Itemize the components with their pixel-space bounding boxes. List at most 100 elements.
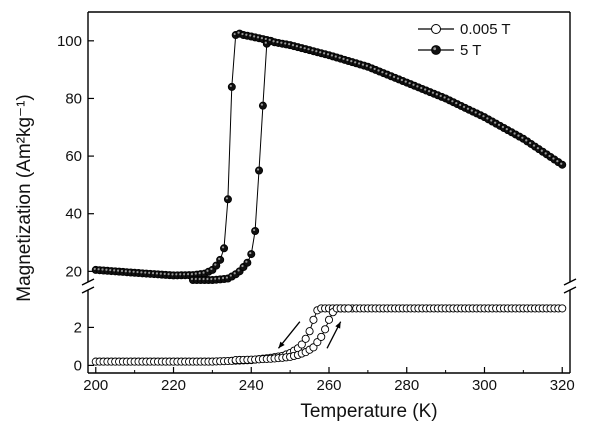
data-point-highlight	[513, 132, 516, 135]
data-point-highlight	[416, 85, 419, 88]
data-point-highlight	[284, 42, 287, 45]
data-point	[258, 101, 267, 110]
data-point-highlight	[144, 271, 147, 274]
data-point-highlight	[210, 277, 213, 281]
data-point-highlight	[256, 36, 260, 39]
data-point-highlight	[148, 271, 151, 274]
data-point-highlight	[424, 88, 427, 91]
data-point-highlight	[155, 272, 159, 275]
legend-marker	[431, 45, 441, 55]
data-point-highlight	[505, 128, 508, 131]
data-point-highlight	[214, 263, 217, 266]
data-point-highlight	[474, 111, 477, 114]
data-point	[227, 82, 236, 91]
data-point-highlight	[361, 63, 365, 66]
x-tick-label: 260	[316, 377, 341, 394]
data-point-highlight	[303, 47, 306, 50]
data-point-highlight	[237, 31, 240, 34]
data-point-highlight	[241, 264, 244, 268]
data-point-highlight	[447, 98, 450, 101]
legend-item: 5 T	[418, 42, 481, 59]
data-point-highlight	[532, 144, 536, 147]
data-point-highlight	[237, 269, 240, 272]
data-point-highlight	[198, 272, 201, 275]
data-point-highlight	[470, 109, 473, 112]
x-tick-label: 200	[83, 377, 108, 394]
data-point-highlight	[272, 40, 275, 43]
data-point-highlight	[365, 64, 368, 67]
data-point	[558, 160, 567, 169]
data-point-highlight	[400, 78, 403, 82]
legend-label: 0.005 T	[460, 21, 511, 38]
data-point-highlight	[408, 82, 411, 85]
x-axis: 200 220 240 260 280 300 320	[83, 367, 575, 394]
data-point-highlight	[330, 54, 333, 57]
data-point-highlight	[509, 130, 512, 133]
y-axis-title: Magnetization (Am²kg⁻¹)	[14, 94, 35, 301]
y-tick-label: 40	[65, 206, 82, 223]
data-point-highlight	[521, 136, 524, 139]
data-point-highlight	[544, 152, 547, 155]
data-point-highlight	[350, 60, 353, 63]
series-line	[95, 33, 271, 276]
data-point-highlight	[427, 90, 431, 93]
data-point-highlight	[233, 32, 236, 36]
x-tick-label: 320	[550, 377, 575, 394]
axis-break-mark	[563, 286, 577, 294]
data-point	[317, 332, 326, 341]
data-point-highlight	[323, 52, 326, 55]
data-point-highlight	[420, 86, 423, 90]
data-point-highlight	[171, 273, 174, 276]
plot-frame	[81, 11, 577, 374]
arrow-head	[278, 341, 285, 349]
data-point-highlight	[501, 125, 505, 129]
data-point-highlight	[354, 61, 357, 64]
data-point-highlight	[179, 273, 182, 276]
data-point-highlight	[253, 35, 256, 38]
data-point-highlight	[233, 272, 236, 275]
data-point-highlight	[466, 107, 470, 110]
data-point-highlight	[346, 58, 349, 62]
data-point-highlight	[280, 41, 283, 44]
data-point-highlight	[482, 115, 485, 118]
data-point-highlight	[124, 270, 127, 273]
data-point-highlight	[97, 268, 100, 271]
series-5t	[91, 29, 567, 284]
data-point-highlight	[392, 75, 396, 78]
data-point-highlight	[260, 103, 264, 106]
data-point-highlight	[113, 269, 116, 272]
data-point-highlight	[334, 55, 337, 58]
data-point-highlight	[159, 272, 162, 275]
data-point-highlight	[478, 113, 481, 116]
data-point-highlight	[431, 91, 435, 94]
data-point-highlight	[264, 37, 267, 41]
data-point-highlight	[268, 38, 271, 41]
data-point-highlight	[183, 273, 186, 276]
data-point	[212, 261, 221, 270]
data-point	[255, 166, 264, 175]
data-point-highlight	[221, 276, 225, 280]
data-point-highlight	[435, 93, 438, 96]
axis-break-left	[81, 278, 95, 294]
data-point-highlight	[307, 48, 310, 51]
data-point-highlight	[194, 277, 197, 281]
y-axis: 20 40 60 80 100 0 2	[57, 33, 94, 374]
data-point-highlight	[342, 57, 345, 60]
data-point-highlight	[256, 168, 260, 171]
data-point-highlight	[556, 160, 559, 163]
data-point-highlight	[540, 149, 543, 152]
data-point-highlight	[497, 123, 501, 126]
data-point-highlight	[120, 269, 124, 273]
data-point-highlight	[311, 49, 314, 52]
data-point-highlight	[249, 251, 252, 255]
data-point-highlight	[101, 268, 104, 271]
data-point	[247, 250, 256, 259]
data-point-highlight	[455, 101, 458, 105]
data-point-highlight	[140, 271, 143, 274]
data-point-highlight	[529, 141, 532, 145]
data-point	[216, 255, 225, 264]
data-point-highlight	[116, 269, 120, 272]
data-point-highlight	[462, 105, 466, 108]
data-point-highlight	[167, 273, 170, 276]
data-point-highlight	[490, 119, 493, 122]
